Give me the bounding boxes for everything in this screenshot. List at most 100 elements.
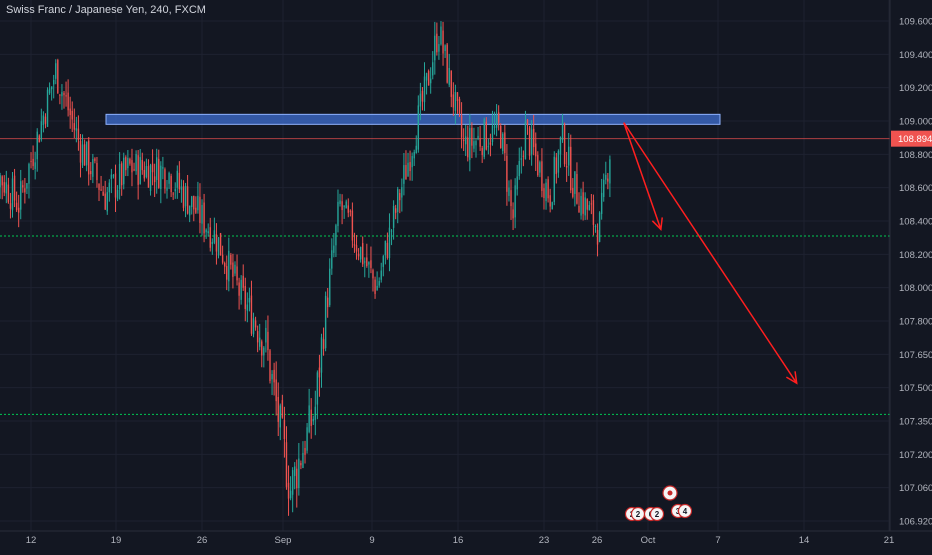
event-marker-count: 2 bbox=[655, 510, 660, 519]
candle-down bbox=[460, 115, 463, 138]
candle-down bbox=[178, 172, 181, 190]
time-tick-label: 14 bbox=[799, 535, 810, 546]
candle-up bbox=[588, 204, 590, 211]
candle-up bbox=[423, 76, 426, 103]
candle-up bbox=[149, 165, 152, 192]
candle-up bbox=[162, 167, 164, 169]
candle-up bbox=[444, 45, 446, 52]
candle-down bbox=[576, 174, 578, 204]
candle-up bbox=[407, 162, 409, 176]
candle-down bbox=[83, 144, 86, 166]
candle-up bbox=[382, 256, 384, 267]
drawing-layer[interactable] bbox=[0, 113, 890, 415]
candle-down bbox=[63, 92, 65, 96]
candle-down bbox=[203, 202, 205, 234]
candle-up bbox=[289, 490, 292, 499]
candle-down bbox=[57, 60, 59, 93]
candle-down bbox=[141, 159, 143, 171]
candle-down bbox=[223, 262, 226, 267]
candle-down bbox=[296, 468, 298, 489]
candle-down bbox=[549, 195, 551, 207]
candle-down bbox=[355, 245, 358, 252]
candle-down bbox=[304, 448, 306, 455]
candle-down bbox=[349, 210, 352, 212]
candle-down bbox=[22, 185, 24, 188]
resistance-zone[interactable] bbox=[105, 113, 721, 125]
price-tick-label: 109.000 bbox=[899, 117, 932, 128]
candle-down bbox=[151, 163, 154, 173]
time-tick-label: Oct bbox=[641, 535, 656, 546]
candle-up bbox=[176, 170, 178, 188]
candle-down bbox=[267, 331, 269, 351]
candle-up bbox=[495, 114, 498, 128]
candle-down bbox=[543, 188, 545, 199]
candle-up bbox=[419, 93, 422, 107]
price-tick-label: 109.400 bbox=[899, 50, 932, 61]
candle-up bbox=[252, 318, 255, 335]
candle-down bbox=[221, 254, 224, 263]
candle-down bbox=[547, 179, 549, 199]
candle-down bbox=[607, 178, 609, 182]
candle-up bbox=[61, 92, 63, 97]
candle-up bbox=[312, 418, 314, 422]
candle-up bbox=[302, 452, 304, 469]
projection-arrow[interactable] bbox=[623, 122, 798, 384]
candle-down bbox=[131, 160, 133, 173]
candle-down bbox=[32, 158, 34, 167]
candle-down bbox=[219, 233, 222, 256]
candle-up bbox=[545, 182, 547, 202]
candle-up bbox=[448, 67, 450, 85]
candle-down bbox=[586, 199, 588, 210]
event-marker[interactable] bbox=[649, 506, 665, 522]
candle-up bbox=[116, 189, 119, 199]
candle-up bbox=[475, 140, 477, 146]
projection-arrow[interactable] bbox=[623, 122, 662, 230]
symbol-title: Swiss Franc / Japanese Yen, 240, FXCM bbox=[6, 4, 206, 16]
candle-down bbox=[133, 169, 135, 171]
candle-down bbox=[592, 200, 595, 225]
price-tick-label: 108.200 bbox=[899, 250, 932, 261]
candle-up bbox=[594, 226, 597, 228]
candle-up bbox=[145, 165, 148, 178]
candle-down bbox=[209, 227, 211, 248]
candle-down bbox=[281, 400, 284, 418]
candle-up bbox=[291, 470, 294, 495]
candle-up bbox=[551, 202, 553, 210]
candle-down bbox=[114, 173, 117, 198]
candle-up bbox=[11, 178, 14, 211]
candle-up bbox=[246, 304, 249, 311]
time-tick-label: 19 bbox=[111, 535, 122, 546]
candle-up bbox=[333, 245, 335, 253]
candle-down bbox=[442, 30, 444, 54]
event-marker[interactable] bbox=[677, 503, 693, 519]
candle-up bbox=[316, 372, 319, 405]
time-tick-label: 16 bbox=[453, 535, 464, 546]
candle-up bbox=[259, 337, 261, 347]
overlay-layer[interactable] bbox=[623, 122, 798, 385]
candle-down bbox=[563, 124, 566, 165]
candle-down bbox=[287, 482, 290, 499]
event-marker-count: 4 bbox=[683, 507, 688, 516]
event-markers[interactable]: 226234 bbox=[624, 485, 693, 522]
candle-up bbox=[397, 189, 399, 212]
candle-down bbox=[269, 350, 271, 381]
candle-up bbox=[174, 189, 176, 192]
candle-down bbox=[526, 119, 529, 126]
time-tick-label: 21 bbox=[884, 535, 895, 546]
candle-up bbox=[329, 268, 331, 306]
candle-down bbox=[164, 169, 166, 189]
candle-down bbox=[310, 409, 312, 426]
candle-up bbox=[561, 122, 564, 141]
price-tick-label: 107.060 bbox=[899, 483, 932, 494]
price-axis[interactable]: 109.600 109.400 109.200 109.000 108.800 108.6… bbox=[889, 0, 932, 531]
candle-up bbox=[337, 201, 339, 227]
candle-up bbox=[603, 179, 605, 198]
candle-down bbox=[436, 33, 438, 53]
candle-down bbox=[341, 201, 343, 211]
time-axis[interactable]: 12 19 26 Sep 9 16 23 26 Oct 7 14 21 bbox=[0, 530, 932, 546]
candle-up bbox=[584, 197, 586, 216]
candle-up bbox=[197, 195, 199, 211]
candle-down bbox=[462, 139, 465, 142]
